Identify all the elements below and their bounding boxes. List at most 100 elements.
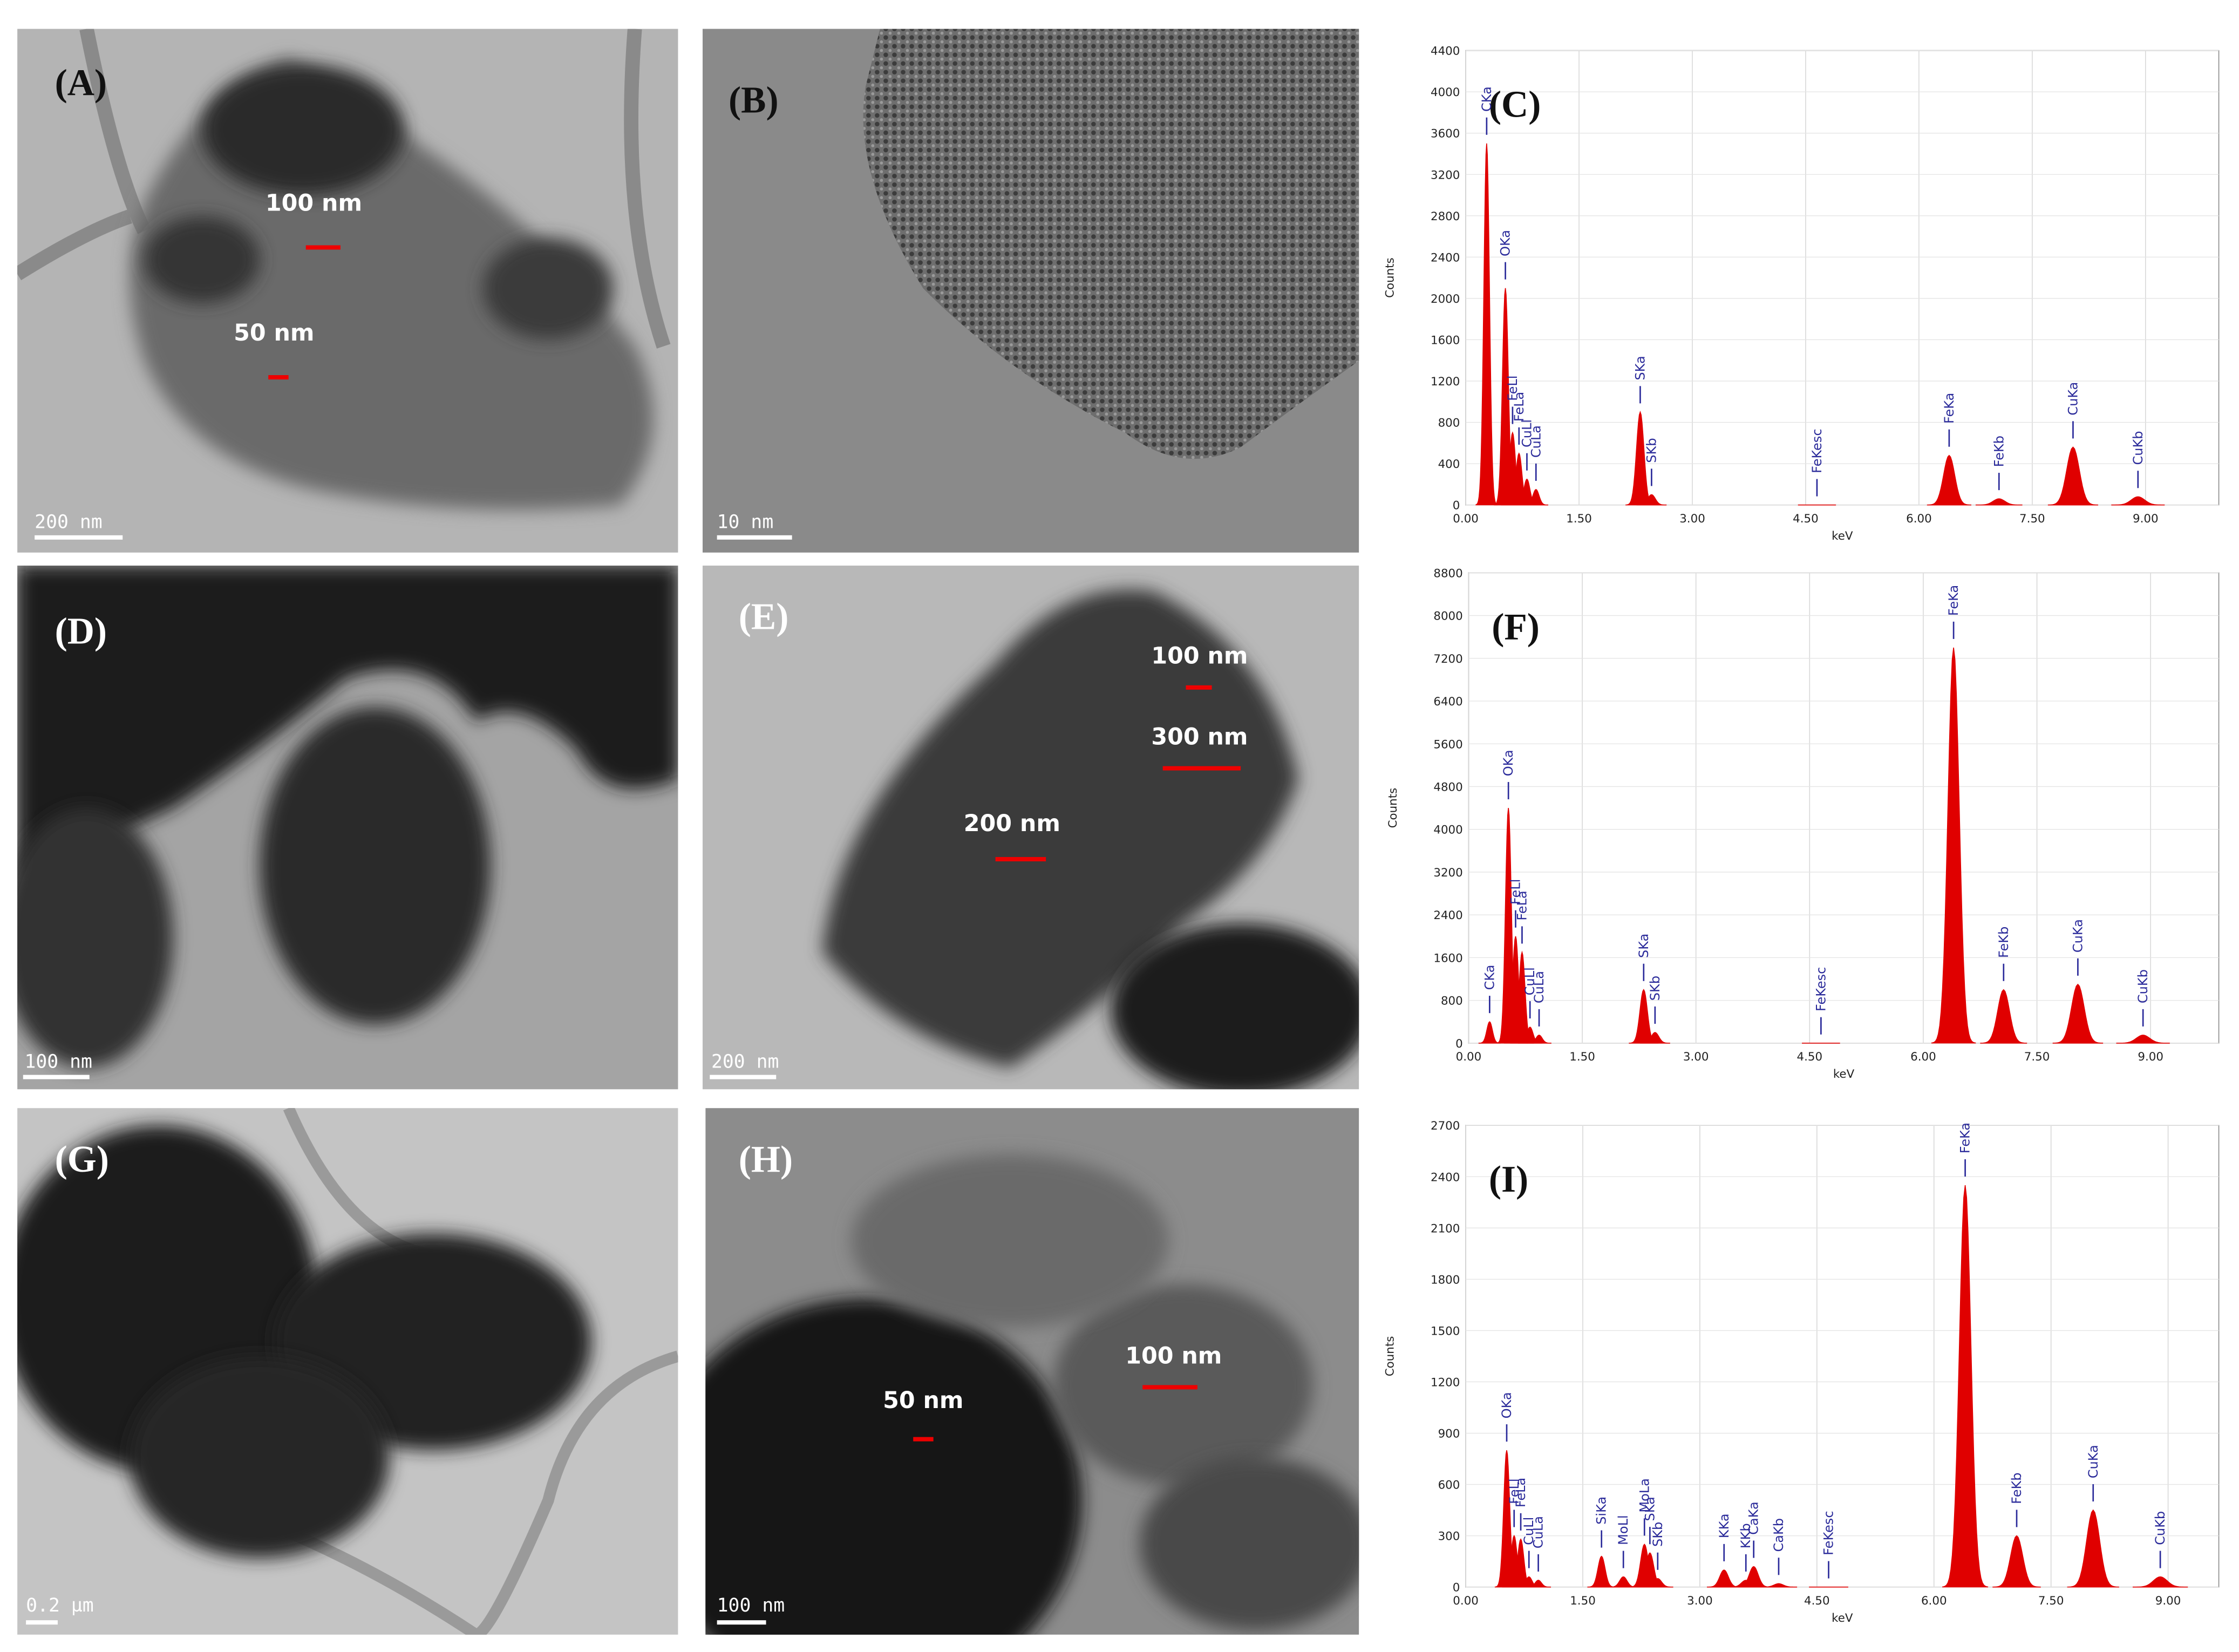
- y-tick-label: 600: [1438, 1479, 1460, 1492]
- tem-image-e: [702, 565, 1359, 1090]
- y-tick-label: 2400: [1431, 251, 1460, 264]
- y-tick-label: 2800: [1431, 210, 1460, 223]
- peak-label: CuLa: [1532, 971, 1547, 1003]
- x-tick-label: 4.50: [1793, 512, 1819, 526]
- annotation: 100 nm: [266, 189, 362, 216]
- x-tick-label: 1.50: [1566, 512, 1592, 526]
- y-tick-label: 5600: [1433, 738, 1462, 751]
- peak: [1527, 1035, 1551, 1044]
- peak-label: FeKa: [1946, 585, 1961, 616]
- annotation: 50 nm: [234, 319, 314, 346]
- peak-label: FeLl: [1505, 376, 1520, 401]
- peak-label: CuKb: [2135, 969, 2150, 1003]
- x-tick-label: 7.50: [2019, 512, 2045, 526]
- y-tick-label: 3600: [1431, 127, 1460, 141]
- tem-image-b: [702, 29, 1359, 553]
- tem-image-a: [17, 29, 678, 553]
- peak-label: FeKesc: [1809, 429, 1825, 473]
- peak-label: FeKesc: [1821, 1511, 1836, 1555]
- peak-label: FeKa: [1942, 393, 1957, 424]
- panel-label: (C): [1489, 84, 1541, 126]
- peak-label: FeLa: [1514, 890, 1529, 920]
- x-tick-label: 1.50: [1570, 1594, 1596, 1608]
- y-tick-label: 800: [1441, 995, 1463, 1008]
- panel-label: (D): [55, 610, 107, 652]
- y-tick-label: 0: [1453, 1581, 1460, 1595]
- peak-label: FeLa: [1512, 392, 1527, 422]
- peak-label: FeKb: [1991, 436, 2006, 467]
- y-tick-label: 7200: [1433, 652, 1462, 666]
- panel-label: (F): [1492, 606, 1540, 648]
- y-tick-label: 1200: [1431, 375, 1460, 389]
- y-tick-label: 8800: [1433, 567, 1462, 580]
- peak: [1760, 1583, 1798, 1588]
- panel-label: (G): [55, 1139, 109, 1180]
- y-tick-label: 3200: [1431, 168, 1460, 182]
- x-tick-label: 4.50: [1804, 1594, 1830, 1608]
- peak-label: MoLa: [1637, 1478, 1652, 1513]
- x-tick-label: 4.50: [1797, 1050, 1823, 1064]
- y-axis-label: Counts: [1383, 257, 1397, 298]
- x-tick-label: 3.00: [1683, 1050, 1709, 1064]
- y-tick-label: 1200: [1431, 1376, 1460, 1389]
- x-tick-label: 9.00: [2155, 1594, 2181, 1608]
- peak-label: CuKb: [2153, 1511, 2168, 1545]
- y-tick-label: 1600: [1433, 951, 1462, 965]
- y-tick-label: 4000: [1431, 86, 1460, 99]
- y-tick-label: 900: [1438, 1427, 1460, 1441]
- x-tick-label: 7.50: [2038, 1594, 2064, 1608]
- y-tick-label: 2700: [1431, 1119, 1460, 1133]
- y-tick-label: 3200: [1433, 866, 1462, 880]
- peak-label: CKa: [1479, 86, 1494, 112]
- peak-label: SKa: [1636, 934, 1651, 958]
- peak-label: CaKa: [1746, 1501, 1761, 1535]
- peak-label: CaKb: [1771, 1518, 1786, 1552]
- peak: [2111, 496, 2165, 506]
- peak-label: FeKb: [2009, 1472, 2024, 1504]
- peak-label: CuLa: [1531, 1516, 1546, 1548]
- plot-area: [1468, 572, 2220, 1044]
- x-tick-label: 9.00: [2133, 512, 2159, 526]
- panel-label: (A): [55, 62, 107, 104]
- peak-label: CuLl: [1522, 967, 1537, 995]
- x-axis-label: keV: [1832, 529, 1853, 543]
- peak-label: FeLl: [1508, 879, 1523, 905]
- scale-bar-label: 200 nm: [35, 511, 103, 533]
- y-tick-label: 0: [1453, 499, 1460, 513]
- tem-image-g: [17, 1108, 678, 1635]
- x-tick-label: 0.00: [1453, 512, 1479, 526]
- y-axis-label: Counts: [1383, 1336, 1397, 1377]
- panel-label: (H): [739, 1139, 793, 1180]
- x-tick-label: 9.00: [2138, 1050, 2163, 1064]
- x-tick-label: 6.00: [1906, 512, 1932, 526]
- scale-bar-label: 200 nm: [711, 1051, 779, 1072]
- y-tick-label: 2000: [1431, 293, 1460, 306]
- plot-area: [1465, 1125, 2220, 1588]
- y-tick-label: 2100: [1431, 1222, 1460, 1235]
- peak: [1927, 454, 1971, 506]
- peak-label: SKb: [1650, 1522, 1665, 1547]
- tem-image-d: [17, 565, 678, 1090]
- tem-image-h: [705, 1108, 1359, 1635]
- annotation: 50 nm: [883, 1387, 963, 1414]
- x-axis-label: keV: [1833, 1068, 1855, 1081]
- peak: [2047, 446, 2099, 506]
- x-tick-label: 7.50: [2024, 1050, 2050, 1064]
- y-tick-label: 4400: [1431, 45, 1460, 58]
- peak: [1992, 1535, 2041, 1588]
- y-tick-label: 4000: [1433, 824, 1462, 837]
- peak: [2052, 983, 2104, 1044]
- panel-label: (I): [1489, 1159, 1528, 1200]
- annotation: 200 nm: [964, 810, 1060, 837]
- peak-label: KKa: [1717, 1513, 1732, 1538]
- peak-label: CuLa: [1528, 425, 1543, 458]
- peak: [1526, 1580, 1551, 1588]
- y-tick-label: 2400: [1433, 909, 1462, 922]
- x-tick-label: 1.50: [1569, 1050, 1595, 1064]
- scale-bar-label: 10 nm: [717, 511, 774, 533]
- peak: [1975, 498, 2023, 506]
- peak-label: CKa: [1482, 965, 1497, 990]
- y-tick-label: 1800: [1431, 1273, 1460, 1287]
- peak-label: OKa: [1499, 1392, 1514, 1418]
- panel-label: (B): [729, 80, 779, 121]
